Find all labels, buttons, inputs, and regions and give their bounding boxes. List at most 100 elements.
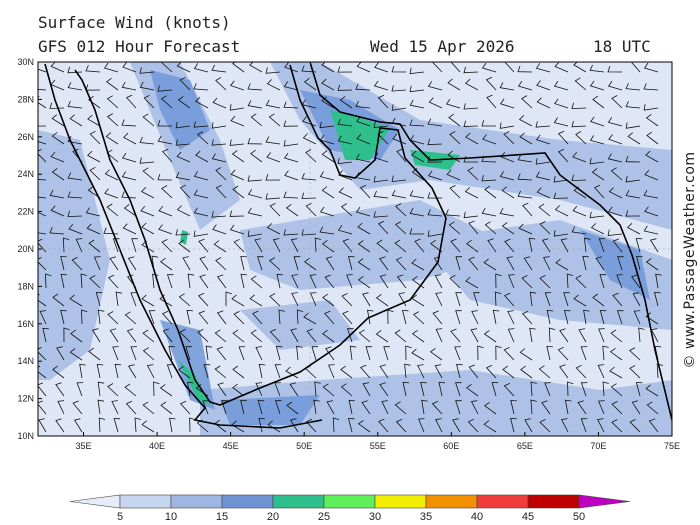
- wind-barb: [356, 133, 371, 145]
- wind-barb: [38, 257, 47, 271]
- wind-barb: [250, 329, 263, 343]
- wind-barb: [230, 80, 245, 91]
- wind-barb: [265, 174, 281, 181]
- wind-barb: [602, 345, 609, 361]
- wind-barb: [593, 184, 605, 199]
- wind-barb: [319, 121, 335, 129]
- wind-barb: [313, 399, 320, 415]
- wind-barb: [89, 275, 101, 289]
- wind-barb: [554, 98, 569, 109]
- wind-barb: [553, 230, 569, 237]
- wind-barb: [121, 171, 137, 181]
- wind-barb: [130, 292, 138, 307]
- wind-barb: [68, 224, 83, 235]
- wind-barb: [635, 238, 643, 253]
- wind-barb: [517, 190, 533, 199]
- wind-barb: [463, 211, 479, 219]
- wind-barb: [69, 294, 83, 307]
- latitude-label: 12N: [17, 394, 34, 404]
- wind-barb: [309, 274, 317, 289]
- wind-barb: [447, 150, 461, 163]
- wind-barb: [427, 230, 443, 237]
- wind-barb: [435, 292, 443, 307]
- wind-barb: [377, 131, 389, 145]
- wind-barb: [481, 62, 497, 73]
- wind-barb: [49, 189, 65, 199]
- wind-barb: [142, 401, 155, 415]
- wind-barb: [535, 158, 551, 165]
- wind-barb: [142, 113, 155, 127]
- wind-barb: [483, 258, 497, 271]
- wind-barb: [571, 174, 587, 182]
- wind-barb: [231, 150, 245, 163]
- wind-barb: [481, 174, 497, 182]
- wind-barb: [289, 382, 299, 397]
- wind-barb: [404, 363, 411, 379]
- wind-barb: [468, 256, 479, 271]
- latitude-label: 14N: [17, 356, 34, 366]
- wind-barb: [198, 310, 209, 325]
- wind-barb: [625, 190, 641, 199]
- wind-barb: [177, 96, 191, 109]
- wind-barb: [610, 329, 623, 343]
- wind-barb: [546, 345, 553, 361]
- wind-barb: [232, 383, 245, 397]
- colorbar-label: 5: [117, 511, 123, 523]
- wind-barb: [557, 148, 569, 163]
- wind-barb: [357, 240, 371, 253]
- wind-barb: [296, 345, 303, 361]
- wind-barb: [411, 294, 425, 307]
- wind-barb: [229, 104, 245, 111]
- wind-barb: [553, 80, 569, 91]
- wind-barb: [213, 240, 227, 253]
- wind-barb: [635, 382, 643, 397]
- wind-barb: [111, 400, 119, 415]
- watermark: © www.PassageWeather.com: [682, 151, 698, 368]
- wind-barb: [229, 210, 245, 217]
- wind-barb: [611, 95, 623, 109]
- wind-barb: [501, 186, 515, 199]
- wind-barb: [195, 150, 209, 163]
- wind-barb: [232, 62, 245, 73]
- wind-barb: [348, 399, 356, 415]
- wind-barb: [265, 136, 281, 145]
- wind-barb: [332, 417, 340, 433]
- wind-barb: [346, 328, 354, 343]
- wind-barb: [365, 346, 373, 361]
- wind-barb: [357, 222, 371, 235]
- wind-barb: [530, 399, 537, 415]
- wind-barb: [178, 293, 191, 307]
- wind-barb: [648, 418, 659, 433]
- wind-barb: [643, 62, 659, 73]
- date: Wed 15 Apr 2026: [370, 37, 515, 56]
- wind-barb: [50, 205, 65, 217]
- wind-barb: [337, 118, 353, 127]
- wind-barb: [503, 346, 515, 361]
- wind-barb: [529, 291, 537, 307]
- wind-barb: [89, 130, 101, 145]
- wind-barb: [198, 238, 209, 253]
- wind-barb: [178, 239, 191, 253]
- wind-barb: [197, 292, 209, 307]
- wind-barb: [625, 82, 641, 91]
- wind-barb: [63, 327, 70, 343]
- wind-barb: [141, 294, 155, 307]
- wind-barb: [325, 256, 335, 271]
- wind-barb: [629, 419, 641, 433]
- model: GFS 012 Hour Forecast: [38, 37, 240, 56]
- wind-barb: [418, 418, 425, 433]
- wind-barb: [625, 155, 641, 163]
- wind-barb: [342, 238, 353, 253]
- wind-barb: [107, 383, 119, 397]
- graticule: [38, 62, 672, 436]
- wind-barb: [215, 167, 227, 181]
- wind-barb: [519, 348, 533, 361]
- wind-barb: [321, 96, 335, 109]
- wind-barb: [409, 228, 424, 235]
- wind-barb: [211, 139, 227, 146]
- wind-barb: [483, 330, 497, 343]
- wind-barb: [257, 256, 264, 271]
- wind-barb: [434, 364, 443, 379]
- wind-barb: [411, 258, 425, 271]
- wind-barb: [67, 172, 83, 181]
